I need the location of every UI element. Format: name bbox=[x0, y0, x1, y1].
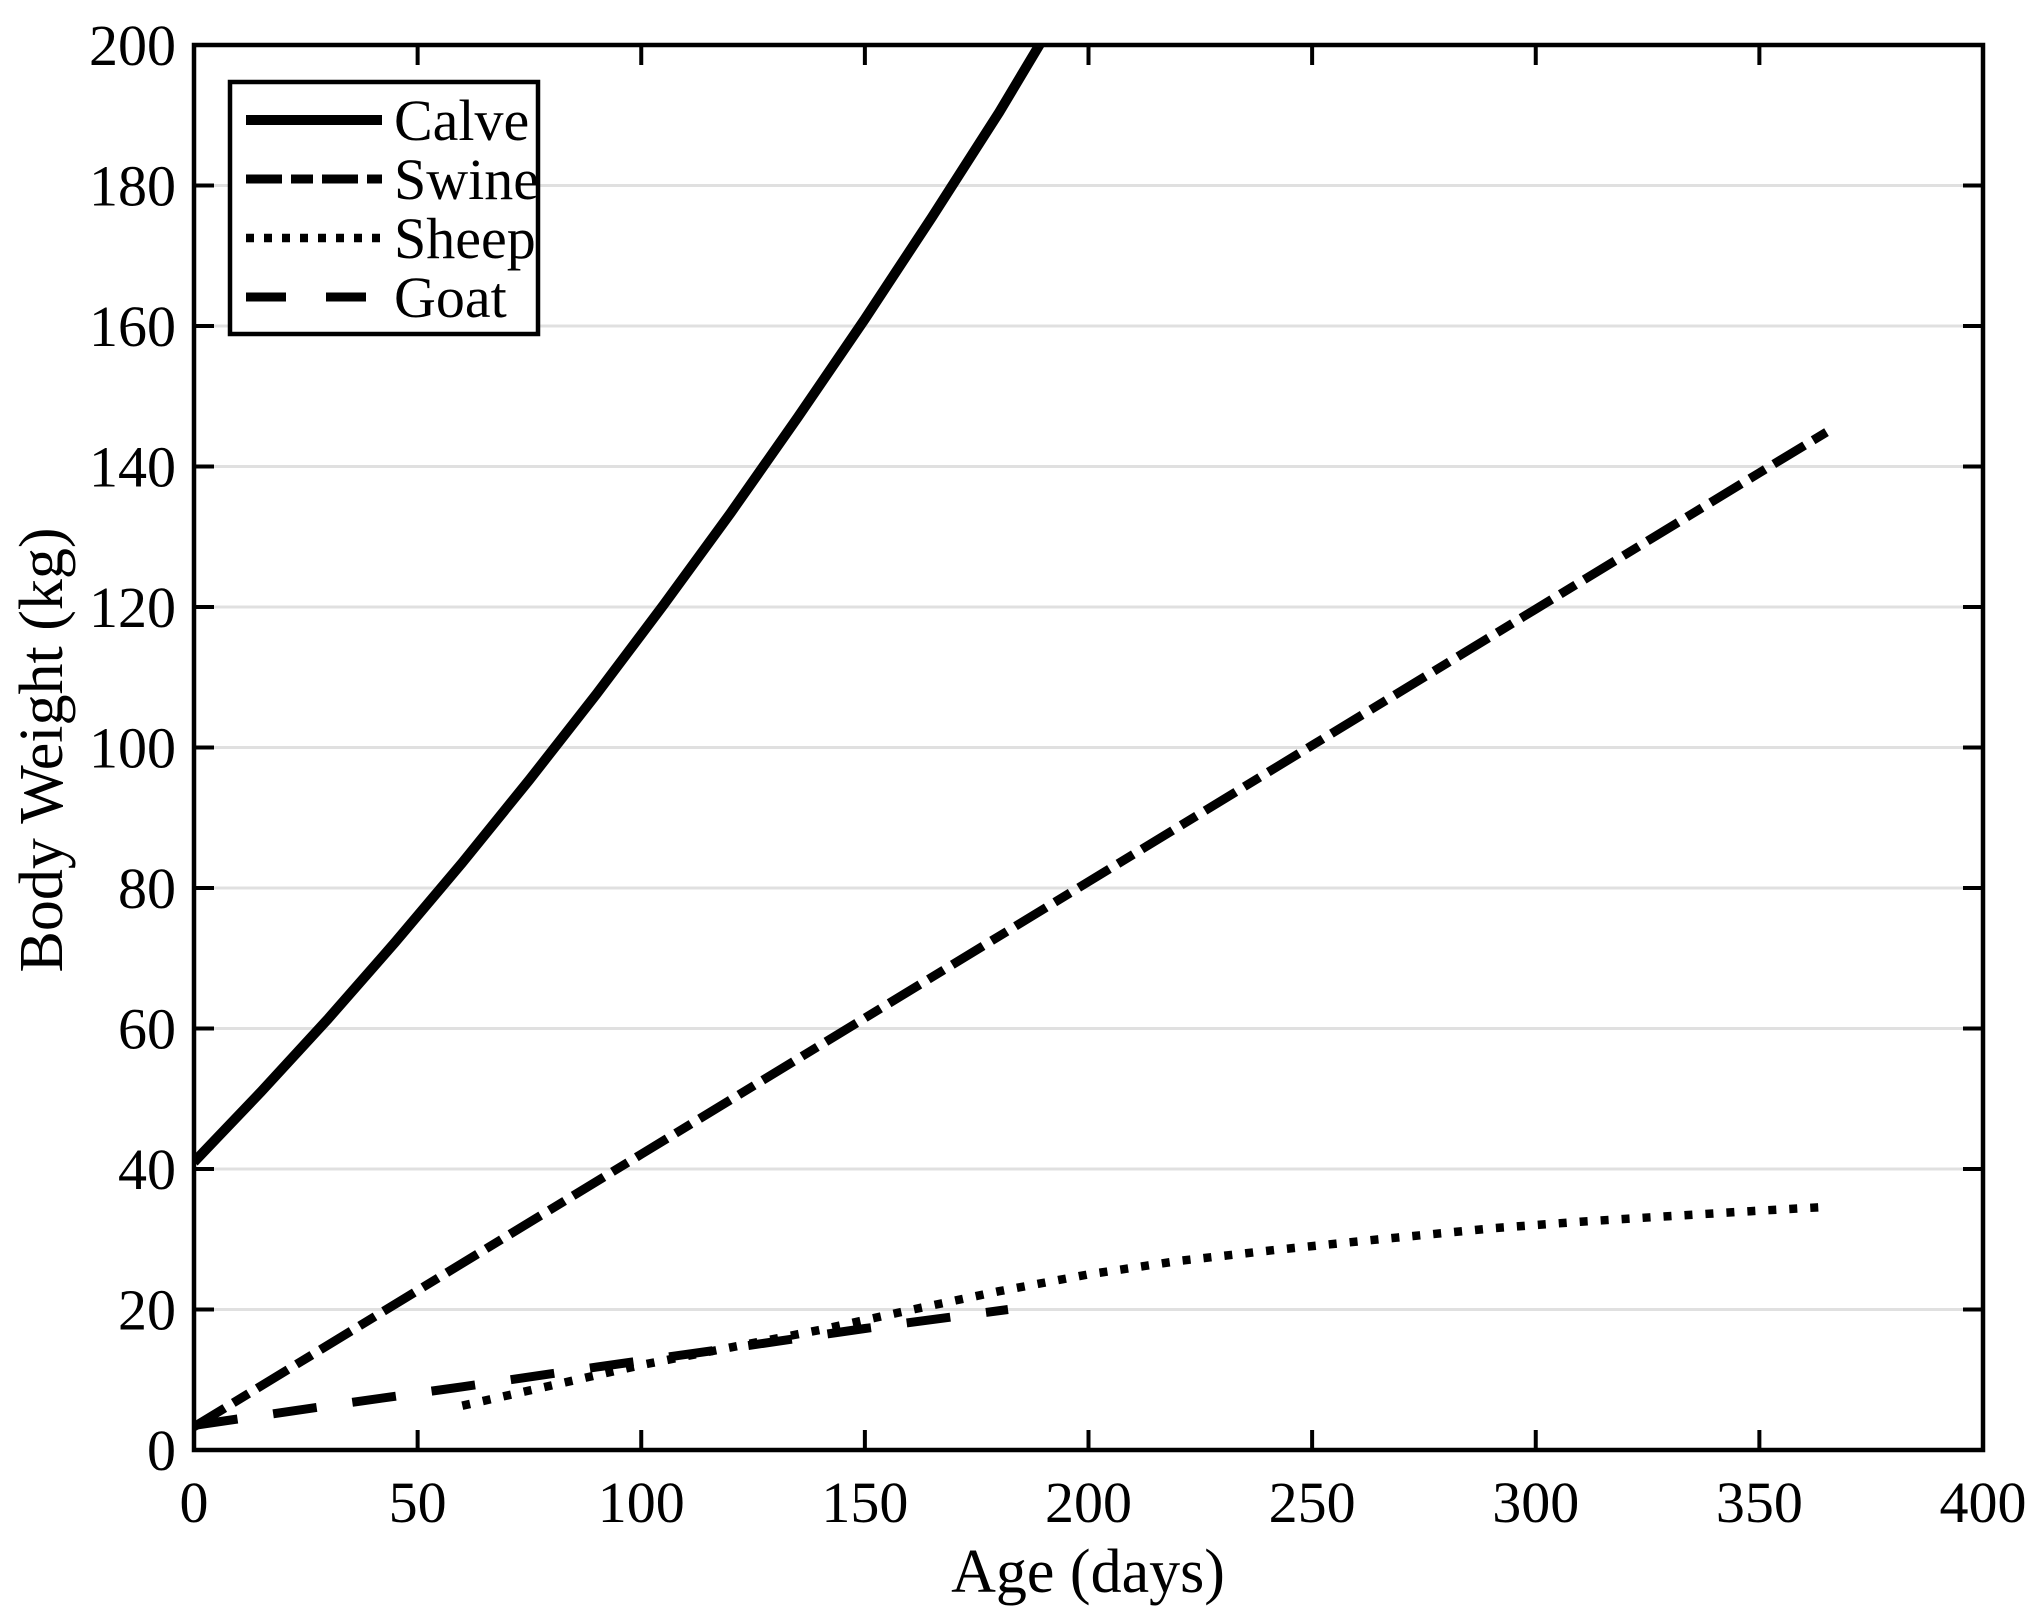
x-tick-label: 300 bbox=[1492, 1470, 1579, 1535]
x-tick-label: 350 bbox=[1716, 1470, 1803, 1535]
y-axis-label: Body Weight (kg) bbox=[8, 527, 76, 973]
y-tick-label: 100 bbox=[89, 716, 176, 781]
legend-item-calve: Calve bbox=[246, 88, 529, 153]
series-line-sheep bbox=[461, 1202, 1827, 1410]
legend-item-swine: Swine bbox=[246, 147, 539, 212]
x-tick-label: 100 bbox=[598, 1470, 685, 1535]
y-tick-label: 20 bbox=[118, 1278, 176, 1343]
x-tick-label: 400 bbox=[1940, 1470, 2027, 1535]
x-tick-label: 200 bbox=[1045, 1470, 1132, 1535]
series-line-goat bbox=[194, 1305, 1009, 1430]
y-tick-label: 180 bbox=[89, 154, 176, 219]
y-tick-label: 200 bbox=[89, 13, 176, 78]
y-tick-label: 120 bbox=[89, 575, 176, 640]
legend-item-goat: Goat bbox=[246, 265, 507, 330]
series-line-swine bbox=[194, 428, 1829, 1431]
legend-label: Swine bbox=[394, 147, 539, 212]
y-tick-label: 160 bbox=[89, 294, 176, 359]
legend-label: Goat bbox=[394, 265, 507, 330]
legend-label: Sheep bbox=[394, 206, 536, 271]
y-tick-label: 40 bbox=[118, 1137, 176, 1202]
legend-label: Calve bbox=[394, 88, 529, 153]
x-tick-label: 0 bbox=[180, 1470, 209, 1535]
x-axis-label: Age (days) bbox=[951, 1538, 1225, 1606]
series-line-calve bbox=[194, 45, 1046, 1166]
y-tick-label: 80 bbox=[118, 856, 176, 921]
legend-item-sheep: Sheep bbox=[246, 206, 536, 271]
x-tick-label: 150 bbox=[821, 1470, 908, 1535]
y-tick-label: 140 bbox=[89, 435, 176, 500]
x-tick-label: 250 bbox=[1269, 1470, 1356, 1535]
x-tick-label: 50 bbox=[389, 1470, 447, 1535]
y-tick-label: 60 bbox=[118, 997, 176, 1062]
y-tick-label: 0 bbox=[147, 1418, 176, 1483]
